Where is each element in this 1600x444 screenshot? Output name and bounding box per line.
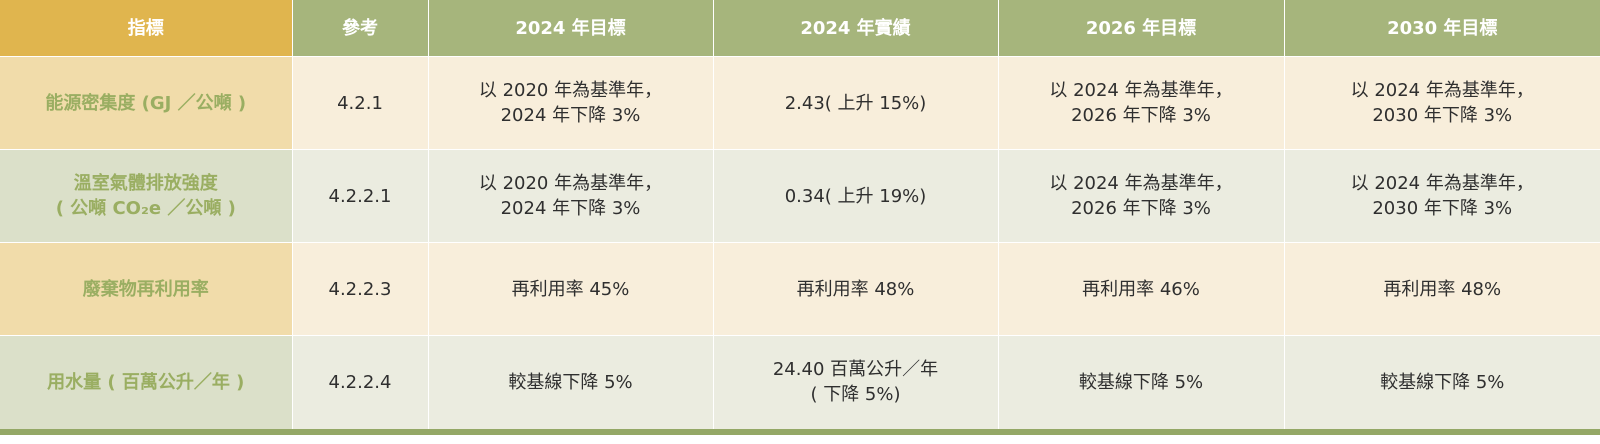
table-row: 廢棄物再利用率 4.2.2.3 再利用率 45% 再利用率 48% 再利用率 4… <box>0 242 1600 336</box>
target-2024-line: 2024 年下降 3% <box>500 105 641 126</box>
target-2026-line: 2026 年下降 3% <box>1071 105 1211 126</box>
target-2030-cell: 以 2024 年為基準年， 2030 年下降 3% <box>1284 56 1600 150</box>
indicator-cell: 溫室氣體排放強度 ( 公噸 CO₂e ／公噸 ) <box>0 149 293 243</box>
target-2026-cell: 以 2024 年為基準年， 2026 年下降 3% <box>998 56 1285 150</box>
target-2026-line: 以 2024 年為基準年， <box>1049 173 1233 194</box>
target-2024-line: 較基線下降 5% <box>508 371 633 393</box>
indicator-cell: 能源密集度 (GJ ／公噸 ) <box>0 56 293 150</box>
kpi-table: 指標 參考 2024 年目標 2024 年實績 2026 年目標 2030 年目… <box>0 0 1600 429</box>
actual-2024-cell: 0.34( 上升 19%) <box>713 149 999 243</box>
header-indicator: 指標 <box>0 0 293 57</box>
target-2030-line: 2030 年下降 3% <box>1372 198 1513 219</box>
table-body: 能源密集度 (GJ ／公噸 ) 4.2.1 以 2020 年為基準年， 2024… <box>0 56 1600 429</box>
actual-2024-line: 再利用率 48% <box>796 278 915 300</box>
header-reference: 參考 <box>292 0 429 57</box>
target-2026-line: 2026 年下降 3% <box>1071 198 1211 219</box>
target-2024-cell: 較基線下降 5% <box>428 335 714 429</box>
header-target-2026: 2026 年目標 <box>998 0 1285 57</box>
actual-2024-cell: 24.40 百萬公升／年 ( 下降 5%) <box>713 335 999 429</box>
actual-2024-line: 0.34( 上升 19%) <box>784 185 927 207</box>
reference-cell: 4.2.1 <box>292 56 429 150</box>
target-2026-cell: 再利用率 46% <box>998 242 1285 336</box>
indicator-unit: ( 公噸 CO₂e ／公噸 ) <box>55 198 236 219</box>
reference-cell: 4.2.2.3 <box>292 242 429 336</box>
target-2030-cell: 較基線下降 5% <box>1284 335 1600 429</box>
target-2030-cell: 以 2024 年為基準年， 2030 年下降 3% <box>1284 149 1600 243</box>
target-2030-line: 2030 年下降 3% <box>1372 105 1513 126</box>
target-2026-line: 較基線下降 5% <box>1078 371 1204 393</box>
indicator-cell: 廢棄物再利用率 <box>0 242 293 336</box>
target-2026-cell: 較基線下降 5% <box>998 335 1285 429</box>
table-row: 溫室氣體排放強度 ( 公噸 CO₂e ／公噸 ) 4.2.2.1 以 2020 … <box>0 149 1600 243</box>
indicator-label: 用水量 ( 百萬公升／年 ) <box>47 371 245 393</box>
target-2024-cell: 以 2020 年為基準年， 2024 年下降 3% <box>428 149 714 243</box>
header-row: 指標 參考 2024 年目標 2024 年實績 2026 年目標 2030 年目… <box>0 0 1600 57</box>
table-row: 能源密集度 (GJ ／公噸 ) 4.2.1 以 2020 年為基準年， 2024… <box>0 56 1600 150</box>
indicator-label: 溫室氣體排放強度 <box>73 173 218 194</box>
indicator-label: 廢棄物再利用率 <box>82 278 209 300</box>
indicator-cell: 用水量 ( 百萬公升／年 ) <box>0 335 293 429</box>
target-2024-cell: 再利用率 45% <box>428 242 714 336</box>
header-target-2030: 2030 年目標 <box>1284 0 1600 57</box>
target-2026-line: 再利用率 46% <box>1082 278 1200 300</box>
actual-2024-line: 24.40 百萬公升／年 <box>772 359 939 381</box>
target-2030-line: 較基線下降 5% <box>1380 371 1505 393</box>
table-bottom-rule <box>0 428 1600 435</box>
reference-cell: 4.2.2.1 <box>292 149 429 243</box>
target-2030-line: 再利用率 48% <box>1383 278 1502 300</box>
target-2026-line: 以 2024 年為基準年， <box>1049 80 1233 101</box>
header-actual-2024: 2024 年實績 <box>713 0 999 57</box>
table-header: 指標 參考 2024 年目標 2024 年實績 2026 年目標 2030 年目… <box>0 0 1600 57</box>
target-2024-cell: 以 2020 年為基準年， 2024 年下降 3% <box>428 56 714 150</box>
actual-2024-line: 2.43( 上升 15%) <box>784 92 927 114</box>
target-2024-line: 再利用率 45% <box>511 278 630 300</box>
actual-2024-line: ( 下降 5%) <box>810 384 901 406</box>
target-2026-cell: 以 2024 年為基準年， 2026 年下降 3% <box>998 149 1285 243</box>
reference-cell: 4.2.2.4 <box>292 335 429 429</box>
table-row: 用水量 ( 百萬公升／年 ) 4.2.2.4 較基線下降 5% 24.40 百萬… <box>0 335 1600 429</box>
indicator-label: 能源密集度 (GJ ／公噸 ) <box>45 92 247 114</box>
header-target-2024: 2024 年目標 <box>428 0 714 57</box>
target-2024-line: 以 2020 年為基準年， <box>478 173 663 194</box>
target-2024-line: 2024 年下降 3% <box>500 198 641 219</box>
target-2030-line: 以 2024 年為基準年， <box>1350 80 1534 101</box>
target-2030-cell: 再利用率 48% <box>1284 242 1600 336</box>
target-2024-line: 以 2020 年為基準年， <box>478 80 663 101</box>
target-2030-line: 以 2024 年為基準年， <box>1350 173 1534 194</box>
actual-2024-cell: 再利用率 48% <box>713 242 999 336</box>
actual-2024-cell: 2.43( 上升 15%) <box>713 56 999 150</box>
